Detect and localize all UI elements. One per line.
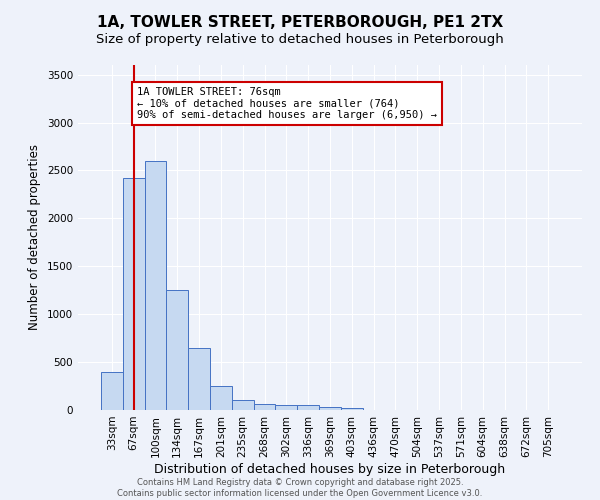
Bar (254, 404, 275, 410)
Bar (123, 178, 145, 410)
Bar (145, 161, 166, 410)
Y-axis label: Number of detached properties: Number of detached properties (28, 144, 41, 330)
Bar (341, 408, 363, 410)
Bar (319, 407, 341, 410)
X-axis label: Distribution of detached houses by size in Peterborough: Distribution of detached houses by size … (154, 462, 506, 475)
Bar (210, 386, 232, 410)
Bar (232, 400, 254, 410)
Text: 1A TOWLER STREET: 76sqm
← 10% of detached houses are smaller (764)
90% of semi-d: 1A TOWLER STREET: 76sqm ← 10% of detache… (137, 87, 437, 120)
Text: 1A, TOWLER STREET, PETERBOROUGH, PE1 2TX: 1A, TOWLER STREET, PETERBOROUGH, PE1 2TX (97, 15, 503, 30)
Bar (297, 405, 319, 410)
Bar (166, 290, 188, 410)
Bar (101, 372, 123, 410)
Text: Size of property relative to detached houses in Peterborough: Size of property relative to detached ho… (96, 32, 504, 46)
Text: Contains HM Land Registry data © Crown copyright and database right 2025.
Contai: Contains HM Land Registry data © Crown c… (118, 478, 482, 498)
Bar (188, 348, 210, 410)
Bar (275, 404, 297, 410)
